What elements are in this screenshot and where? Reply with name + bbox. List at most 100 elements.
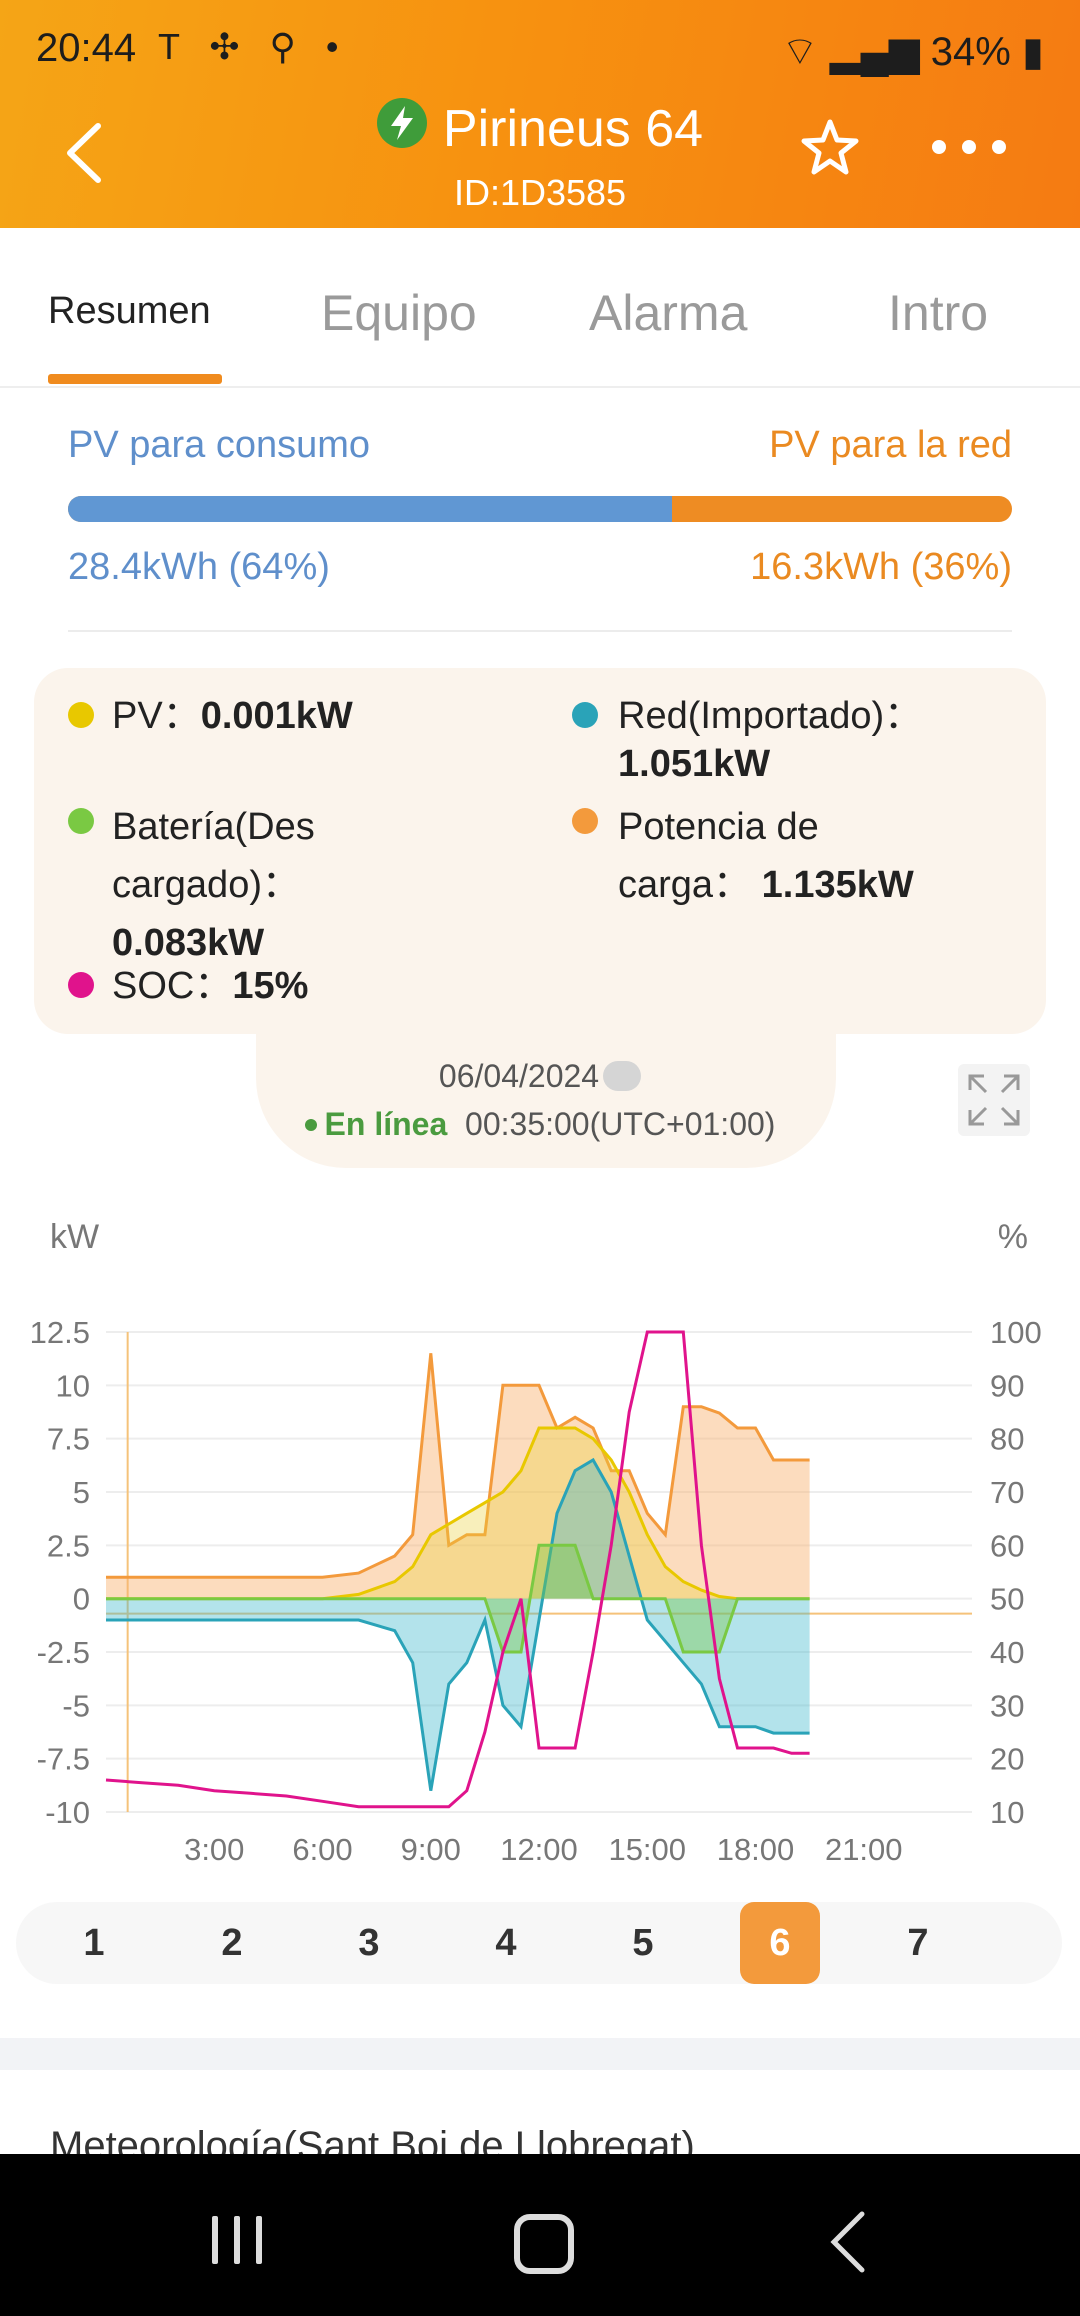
plant-id: ID:1D3585 xyxy=(453,172,627,213)
y-left-label: kW xyxy=(50,1218,99,1256)
series-area-red xyxy=(106,1460,810,1791)
y-right-tick: 20 xyxy=(990,1742,1024,1777)
x-tick: 12:00 xyxy=(500,1832,578,1867)
pv-split-bar xyxy=(68,496,1012,522)
y-left-tick: -7.5 xyxy=(37,1742,90,1777)
status-time-value: 00:35:00(UTC+01:00) xyxy=(465,1106,776,1142)
pv-consumo-value: 28.4kWh (64%) xyxy=(68,546,330,588)
y-right-tick: 70 xyxy=(990,1475,1024,1510)
online-status: En línea 00:35:00(UTC+01:00) xyxy=(0,1106,1080,1143)
pv-consumo-fill xyxy=(68,496,673,522)
y-left-tick: -10 xyxy=(45,1795,90,1830)
power-chart[interactable]: kW % 12.5 100 10 90 7.5 80 5 70 2.5 60 0 50 -2.5 40 -5 30… xyxy=(0,1200,1080,1880)
y-left-tick: 10 xyxy=(56,1368,90,1403)
signal-icon: ▂▄▆ xyxy=(829,30,920,74)
legend-bateria-value: 0.083kW xyxy=(112,922,265,964)
back-arrow-icon[interactable] xyxy=(62,120,106,186)
soc-dot-icon xyxy=(68,972,94,998)
date-line: 06/04/2024 xyxy=(0,1058,1080,1095)
tab-equipo[interactable]: Equipo xyxy=(321,285,477,341)
chart-date[interactable]: 06/04/2024 xyxy=(438,1058,600,1094)
legend-red: Red(Importado)： 1.051kW xyxy=(618,692,922,788)
y-left-tick: 7.5 xyxy=(47,1422,90,1457)
legend-bateria-label-2: cargado)： xyxy=(112,864,300,906)
legend-carga-label-1: Potencia de xyxy=(618,806,819,848)
y-right-tick: 60 xyxy=(990,1528,1024,1563)
more-options-icon[interactable] xyxy=(932,140,1022,159)
active-tab-indicator xyxy=(48,374,222,384)
x-tick: 18:00 xyxy=(717,1832,795,1867)
y-left-tick: 12.5 xyxy=(30,1315,90,1350)
y-left-tick: -5 xyxy=(62,1688,90,1723)
home-icon[interactable] xyxy=(514,2214,574,2274)
power-legend-card: PV：0.001kW Red(Importado)： 1.051kW Baterí… xyxy=(34,668,1046,1034)
legend-soc-label: SOC： xyxy=(112,965,233,1007)
divider xyxy=(68,630,1012,632)
legend-soc-value: 15% xyxy=(232,965,309,1007)
legend-carga: Potencia de carga： 1.135kW xyxy=(618,798,914,914)
x-tick: 15:00 xyxy=(608,1832,686,1867)
pv-consumo-label: PV para consumo xyxy=(68,424,371,466)
legend-pv-value: 0.001kW xyxy=(200,695,353,737)
y-right-label: % xyxy=(998,1218,1028,1256)
y-left-tick: 0 xyxy=(73,1582,90,1617)
day-button-2[interactable]: 2 xyxy=(221,1922,243,1964)
y-right-tick: 10 xyxy=(990,1795,1024,1830)
status-right: ⌔ ▂▄▆ 34% ▮ xyxy=(781,26,1044,76)
bateria-dot-icon xyxy=(68,808,94,834)
status-time: 20:44 xyxy=(36,26,137,70)
x-tick: 21:00 xyxy=(825,1832,903,1867)
carga-dot-icon xyxy=(572,808,598,834)
notification-icons: T ✣ ⚲ • xyxy=(158,26,349,67)
red-dot-icon xyxy=(572,702,598,728)
x-tick: 6:00 xyxy=(292,1832,352,1867)
legend-soc: SOC：15% xyxy=(112,962,308,1010)
legend-red-label: Red(Importado)： xyxy=(618,695,923,737)
day-button-5[interactable]: 5 xyxy=(632,1922,654,1964)
plant-title: Pirineus 64 xyxy=(0,98,1080,159)
y-right-tick: 90 xyxy=(990,1368,1024,1403)
y-left-tick: -2.5 xyxy=(37,1635,90,1670)
day-button-4[interactable]: 4 xyxy=(495,1922,517,1964)
y-right-tick: 40 xyxy=(990,1635,1024,1670)
day-button-7[interactable]: 7 xyxy=(907,1922,929,1964)
y-right-tick: 30 xyxy=(990,1688,1024,1723)
expand-icon[interactable] xyxy=(958,1064,1030,1136)
legend-bateria-label-1: Batería(Des xyxy=(112,806,315,848)
cloud-icon xyxy=(603,1061,642,1091)
online-bolt-icon xyxy=(376,98,427,148)
plant-name: Pirineus 64 xyxy=(442,100,704,158)
pv-red-value: 16.3kWh (36%) xyxy=(750,546,1012,588)
recent-apps-icon[interactable] xyxy=(212,2216,278,2269)
x-tick: 9:00 xyxy=(401,1832,461,1867)
tab-intro[interactable]: Intro xyxy=(888,285,989,341)
series-line-carga xyxy=(106,1353,810,1579)
y-right-tick: 80 xyxy=(990,1422,1024,1457)
legend-bateria: Batería(Des cargado)： 0.083kW xyxy=(112,798,315,972)
app-header: 20:44 T ✣ ⚲ • ⌔ ▂▄▆ 34% ▮ Pirineus 64 ID… xyxy=(0,0,1080,228)
series-area-carga xyxy=(106,1353,810,1599)
online-label: En línea xyxy=(324,1106,448,1142)
tab-resumen[interactable]: Resumen xyxy=(48,290,211,332)
online-dot-icon xyxy=(304,1119,317,1131)
tab-alarma[interactable]: Alarma xyxy=(589,285,748,341)
y-right-tick: 100 xyxy=(990,1315,1042,1350)
y-left-tick: 2.5 xyxy=(47,1528,90,1563)
pv-red-label: PV para la red xyxy=(769,424,1012,466)
legend-red-value: 1.051kW xyxy=(618,743,771,785)
star-icon[interactable] xyxy=(798,116,862,180)
section-separator xyxy=(0,2038,1080,2070)
status-bar: 20:44 T ✣ ⚲ • ⌔ ▂▄▆ 34% ▮ xyxy=(36,22,1044,74)
day-button-3[interactable]: 3 xyxy=(358,1922,380,1964)
x-tick: 3:00 xyxy=(184,1832,244,1867)
day-selector: 1 2 3 4 5 6 7 xyxy=(16,1902,1062,1984)
y-right-tick: 50 xyxy=(990,1582,1024,1617)
wifi-icon: ⌔ xyxy=(781,30,819,74)
legend-pv: PV：0.001kW xyxy=(112,692,353,740)
day-button-1[interactable]: 1 xyxy=(83,1922,105,1964)
day-button-6[interactable]: 6 xyxy=(740,1902,820,1984)
system-back-icon[interactable] xyxy=(828,2210,868,2274)
series-area-pv xyxy=(106,1428,810,1599)
series-line-soc xyxy=(105,1330,810,1809)
y-left-tick: 5 xyxy=(73,1475,90,1510)
